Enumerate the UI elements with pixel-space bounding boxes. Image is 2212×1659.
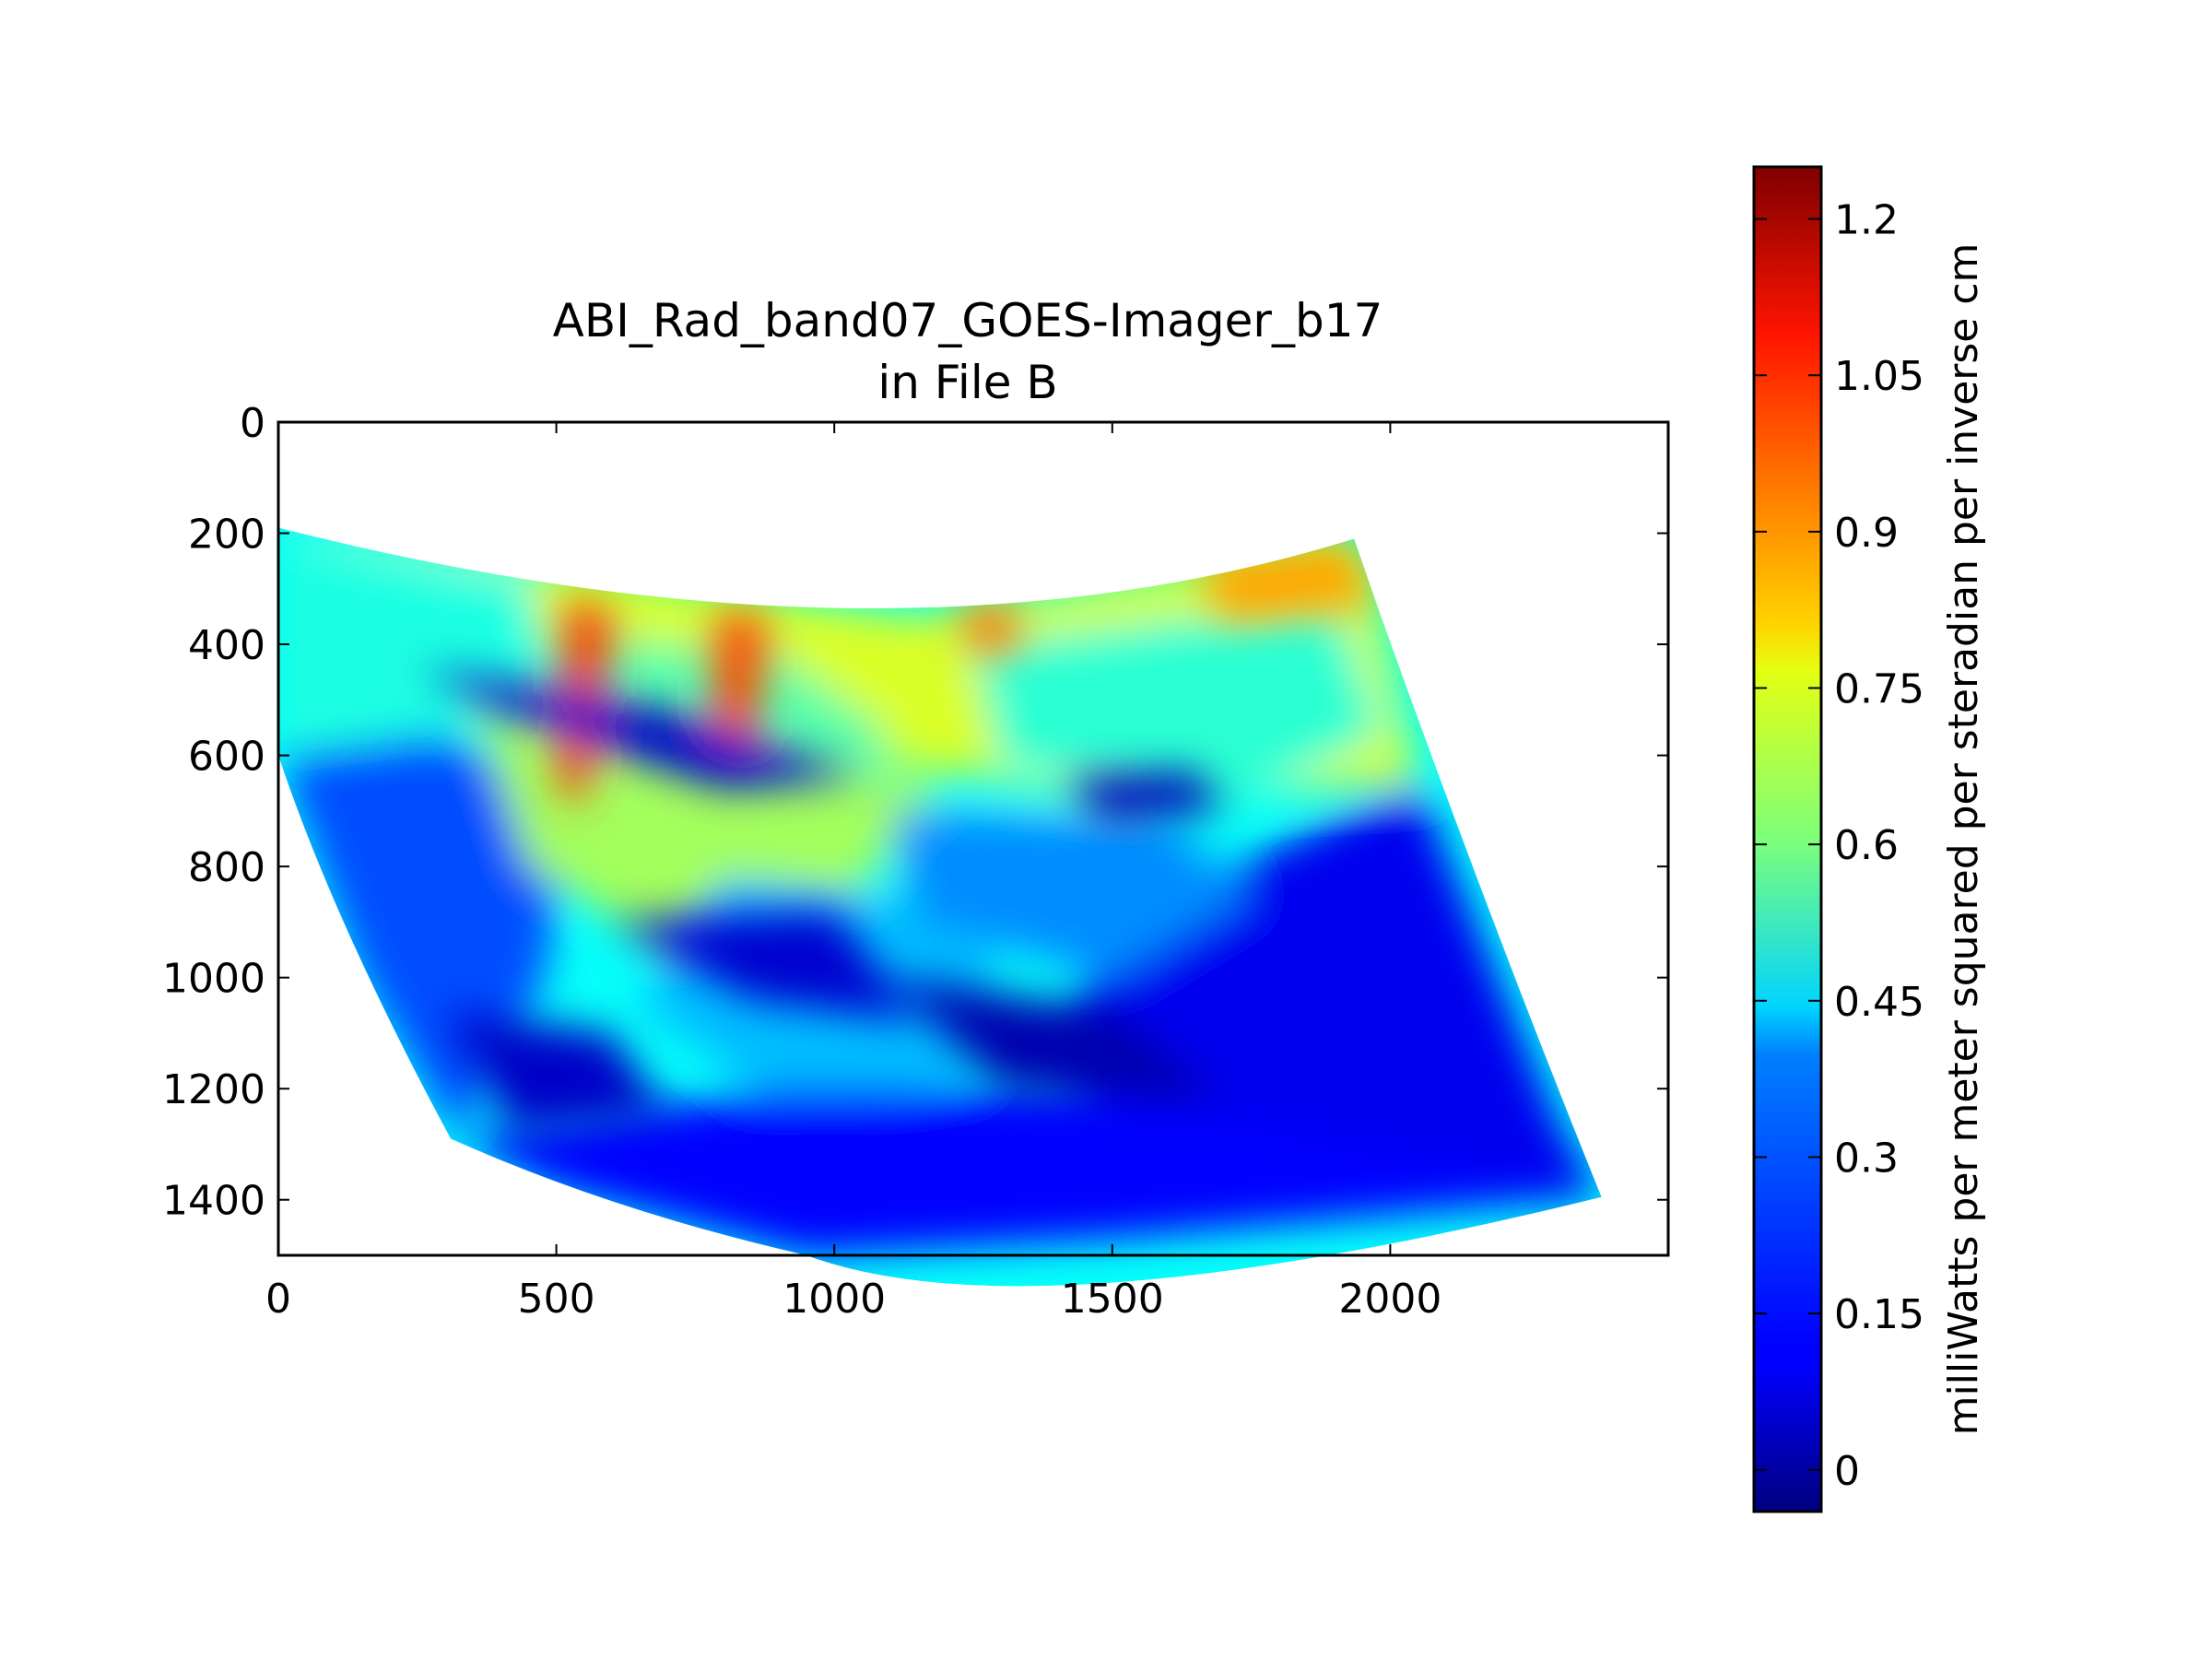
y-tick-label: 1400 bbox=[162, 1178, 265, 1225]
x-tick-label: 1500 bbox=[1061, 1276, 1164, 1323]
y-tick-label: 1000 bbox=[162, 956, 265, 1003]
y-axis-ticks: 0 200 400 600 800 1000 1200 1400 bbox=[162, 400, 1668, 1225]
colorbar-tick-label: 0.15 bbox=[1834, 1291, 1924, 1338]
colorbar-tick-label: 0.45 bbox=[1834, 979, 1924, 1026]
x-tick-label: 1000 bbox=[782, 1276, 886, 1323]
y-tick-label: 200 bbox=[188, 512, 265, 559]
axes-frame bbox=[276, 420, 1670, 1257]
y-tick-label: 600 bbox=[188, 734, 265, 781]
colorbar-tick-label: 1.2 bbox=[1834, 197, 1899, 244]
colorbar-tick-label: 1.05 bbox=[1834, 353, 1924, 400]
chart-title: ABI_Rad_band07_GOES-Imager_b17 bbox=[553, 294, 1383, 347]
plot-area: 0 500 1000 1500 2000 0 200 400 600 800 1000 1200 14… bbox=[162, 400, 1670, 1323]
colorbar-tick-label: 0.75 bbox=[1834, 666, 1924, 713]
chart-subtitle: in File B bbox=[877, 356, 1057, 409]
colorbar-tick-label: 0.3 bbox=[1834, 1135, 1899, 1182]
colorbar-tick-label: 0 bbox=[1834, 1448, 1860, 1495]
colorbar-label: milliWatts per meter squared per steradi… bbox=[1940, 243, 1987, 1436]
colorbar-tick-label: 0.6 bbox=[1834, 822, 1899, 869]
colorbar-tick-label: 0.9 bbox=[1834, 510, 1899, 557]
y-tick-label: 0 bbox=[240, 400, 265, 447]
heatmap-region bbox=[889, 810, 1252, 978]
x-tick-label: 0 bbox=[265, 1276, 291, 1323]
heatmap-feature bbox=[417, 666, 863, 789]
y-tick-label: 1200 bbox=[162, 1066, 265, 1113]
heatmap-feature bbox=[444, 1010, 668, 1134]
x-axis-ticks: 0 500 1000 1500 2000 bbox=[265, 422, 1441, 1323]
heatmap-feature bbox=[961, 605, 1018, 656]
colorbar: 0 0.15 0.3 0.45 0.6 0.75 0.9 1.05 1.2 milliWatts… bbox=[1752, 165, 1987, 1513]
x-tick-label: 2000 bbox=[1338, 1276, 1441, 1323]
heatmap-image bbox=[278, 527, 1602, 1287]
heatmap-region bbox=[973, 599, 1385, 811]
heatmap-region bbox=[456, 1088, 1602, 1255]
colorbar-ticks: 0 0.15 0.3 0.45 0.6 0.75 0.9 1.05 1.2 bbox=[1754, 197, 1924, 1495]
heatmap-feature bbox=[611, 911, 918, 1022]
colorbar-gradient-bar bbox=[1752, 165, 1823, 1513]
y-tick-label: 800 bbox=[188, 844, 265, 891]
heatmap-feature bbox=[889, 977, 1224, 1100]
x-tick-label: 500 bbox=[518, 1276, 595, 1323]
heatmap-feature bbox=[1067, 771, 1224, 822]
y-tick-label: 400 bbox=[188, 622, 265, 669]
